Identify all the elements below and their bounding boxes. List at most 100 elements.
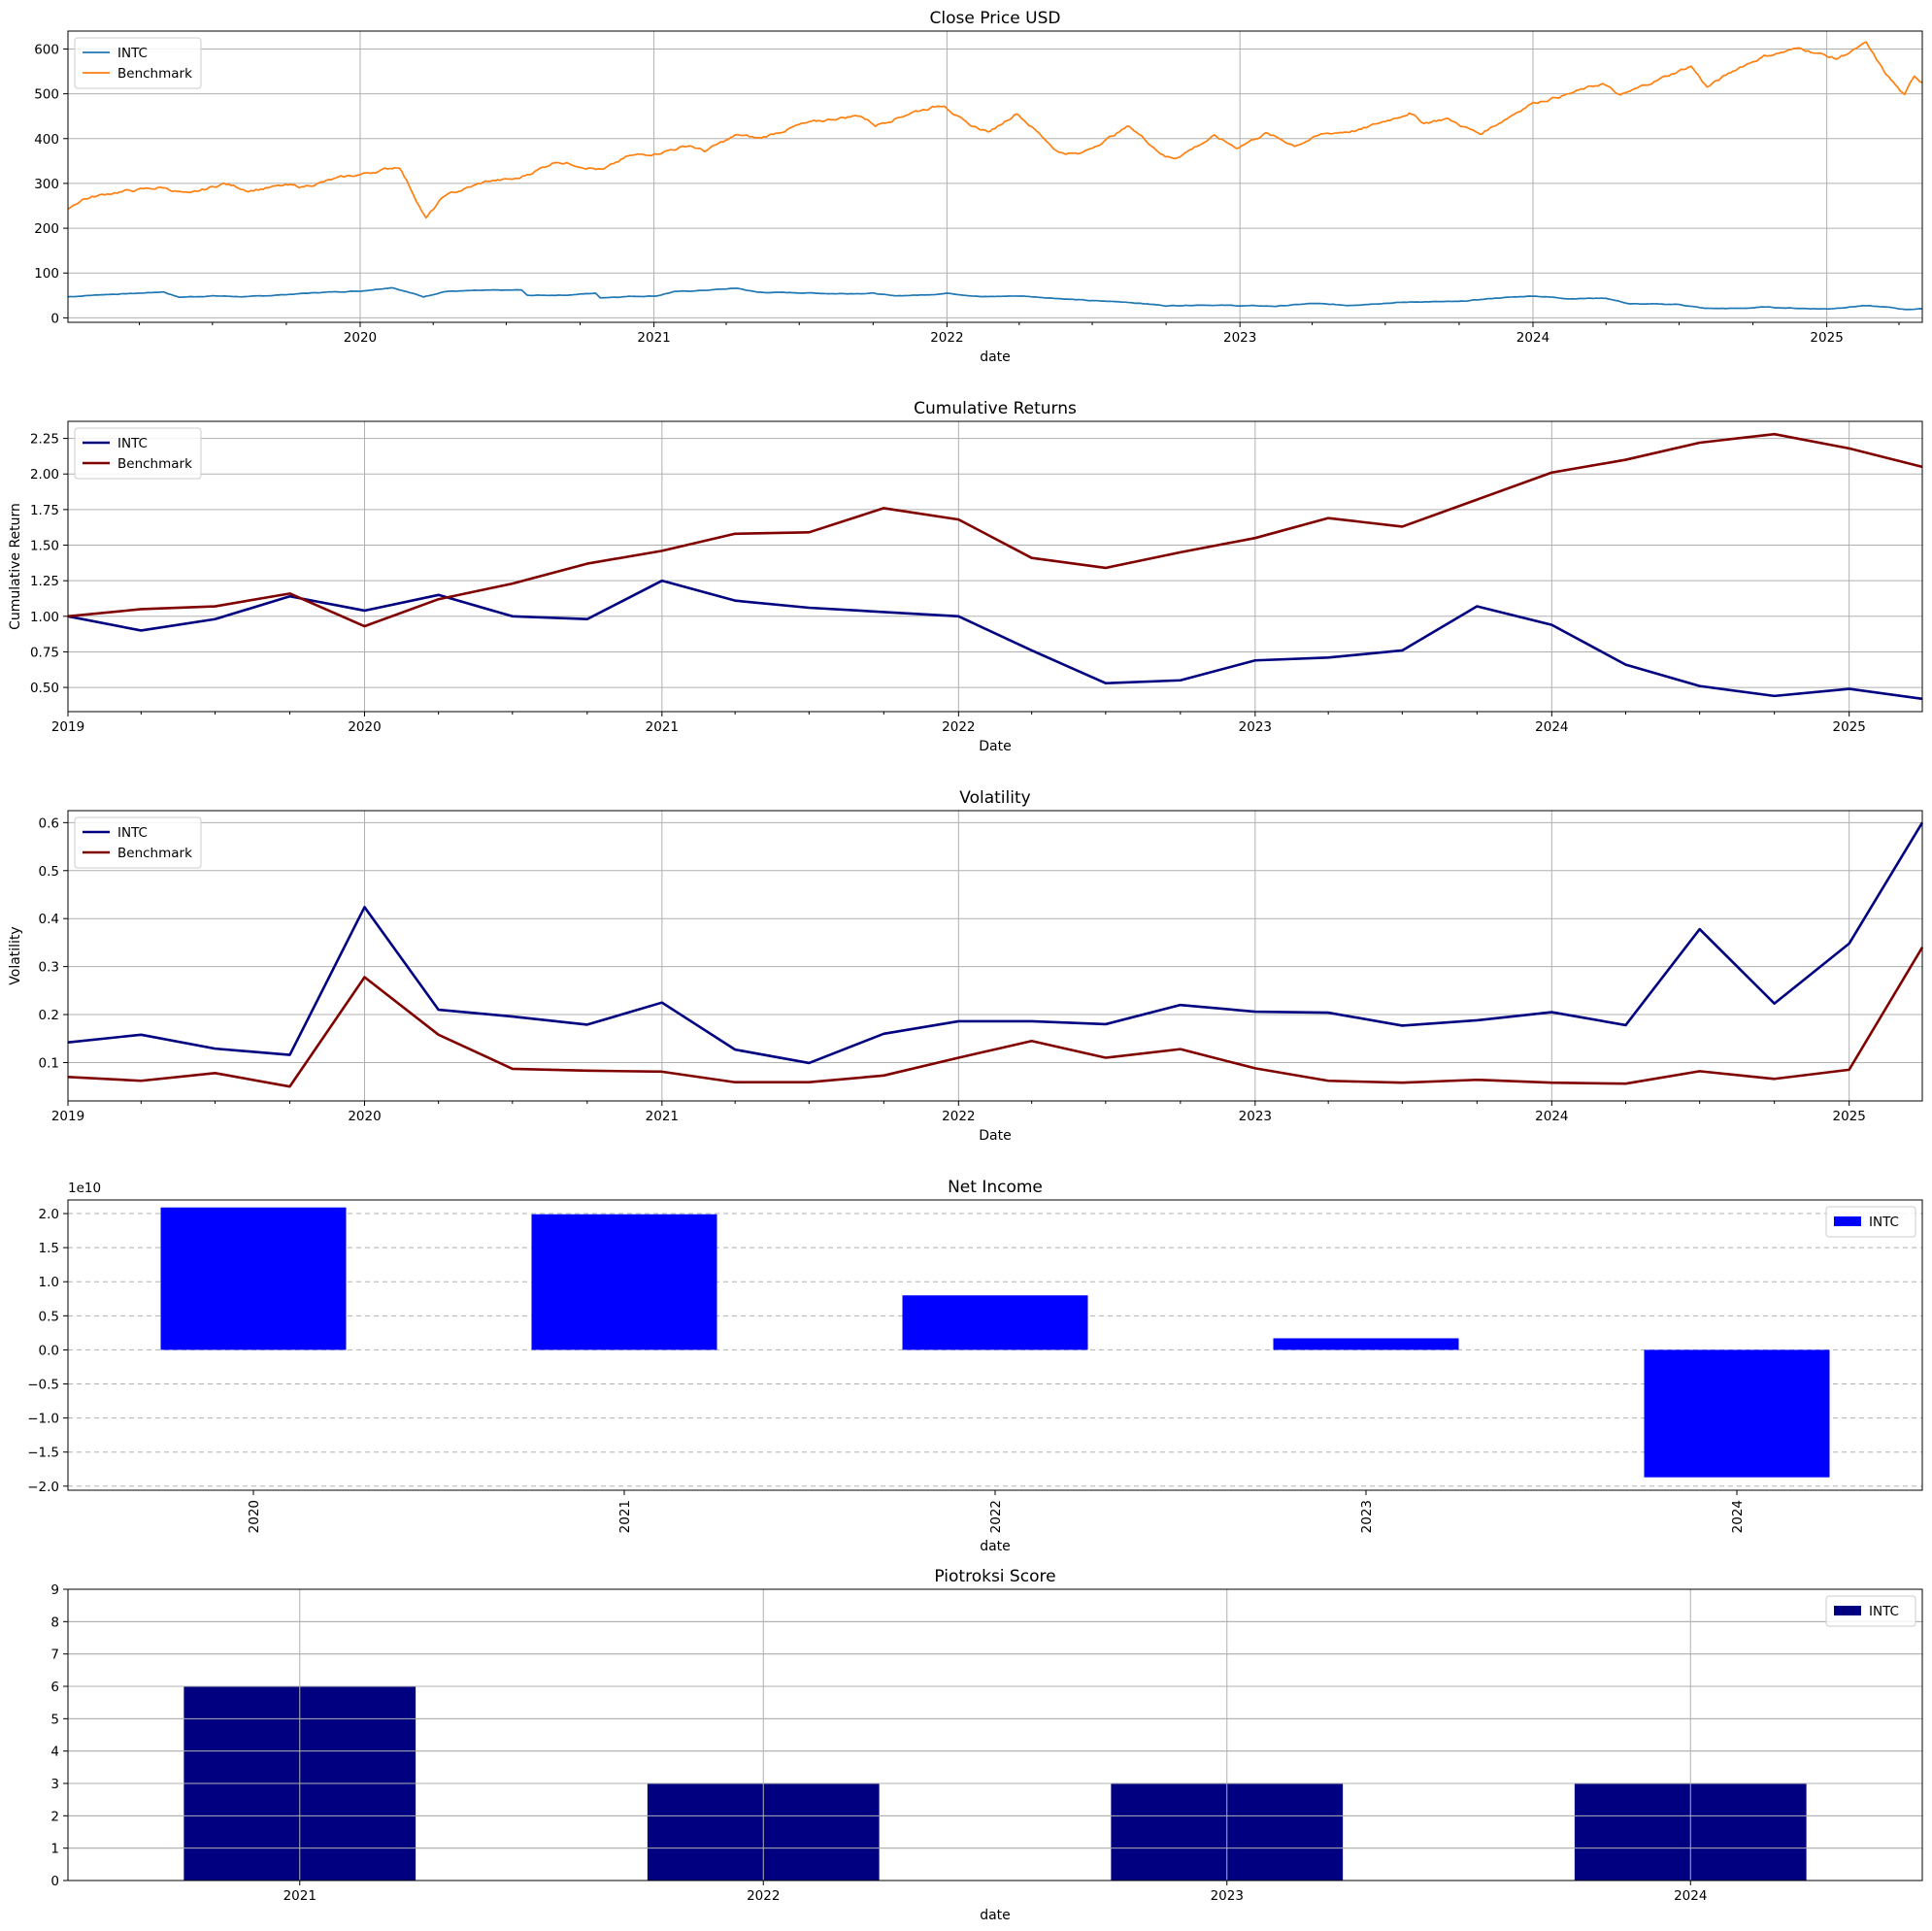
x-tick-label: 2021 xyxy=(646,1109,679,1124)
y-tick-label: 7 xyxy=(50,1648,59,1663)
x-tick-label: 2019 xyxy=(51,719,84,735)
legend-label: INTC xyxy=(1869,1604,1899,1619)
x-tick-label: 2023 xyxy=(1359,1500,1375,1533)
y-tick-label: 1 xyxy=(50,1842,59,1857)
x-tick-label: 2022 xyxy=(930,330,963,346)
y-tick-label: 3 xyxy=(50,1777,59,1792)
net-income-bar xyxy=(1273,1338,1459,1350)
x-tick-label: 2020 xyxy=(247,1500,262,1533)
x-tick-label: 2019 xyxy=(51,1109,84,1124)
y-tick-label: 300 xyxy=(34,177,59,192)
x-axis-label: date xyxy=(980,1908,1011,1923)
x-tick-label: 2024 xyxy=(1535,719,1568,735)
y-tick-label: 400 xyxy=(34,132,59,148)
y-tick-label: 1.50 xyxy=(30,539,59,554)
y-tick-label: 2.00 xyxy=(30,467,59,483)
close-price-chart: 0 100 200 300 400 500 600 2020 2021 2022 2023 2024 2… xyxy=(34,9,1923,365)
piotroski-chart: 0 1 2 3 4 5 6 7 8 9 2021 2022 2023 2024 Piotroksi Scor… xyxy=(50,1567,1923,1923)
y-tick-label: 2.0 xyxy=(39,1207,59,1222)
benchmark-price-line xyxy=(67,41,1923,219)
y-tick-label: 1.75 xyxy=(30,503,59,518)
legend-box xyxy=(74,816,202,869)
legend-swatch xyxy=(1834,1216,1861,1226)
axes-frame xyxy=(67,1588,1923,1881)
legend-box xyxy=(1825,1595,1916,1627)
axes-frame xyxy=(67,810,1923,1102)
net-income-bar xyxy=(902,1295,1088,1350)
chart-title: Cumulative Returns xyxy=(914,399,1077,418)
y-tick-label: 0.5 xyxy=(39,864,59,880)
net-income-bar xyxy=(1644,1349,1830,1478)
legend-label: INTC xyxy=(117,46,148,61)
legend-label: INTC xyxy=(1869,1215,1899,1230)
x-tick-label: 2022 xyxy=(747,1888,780,1904)
x-tick-label: 2023 xyxy=(1223,330,1256,346)
legend-label: Benchmark xyxy=(117,66,192,82)
intc-price-line xyxy=(67,286,1923,311)
chart-title: Volatility xyxy=(959,788,1030,808)
legend-label: INTC xyxy=(117,436,148,451)
y-tick-label: 0.4 xyxy=(39,912,59,927)
x-tick-label: 2025 xyxy=(1832,1109,1865,1124)
legend-box xyxy=(74,37,202,89)
y-tick-label: 0.6 xyxy=(39,816,59,831)
x-tick-label: 2025 xyxy=(1810,330,1843,346)
x-tick-label: 2020 xyxy=(348,719,381,735)
axes-frame xyxy=(67,1199,1923,1491)
y-tick-label: 200 xyxy=(34,221,59,237)
y-tick-label: 5 xyxy=(50,1712,59,1727)
legend-box xyxy=(1825,1206,1916,1238)
y-tick-label: −0.5 xyxy=(27,1378,59,1393)
y-tick-label: 1.25 xyxy=(30,574,59,589)
x-tick-label: 2022 xyxy=(942,719,975,735)
legend-label: INTC xyxy=(117,825,148,841)
y-tick-label: 0.0 xyxy=(39,1343,59,1358)
x-tick-label: 2021 xyxy=(637,330,670,346)
x-tick-label: 2024 xyxy=(1730,1500,1746,1533)
x-tick-label: 2023 xyxy=(1211,1888,1244,1904)
y-tick-label: 6 xyxy=(50,1680,59,1695)
legend-box xyxy=(74,427,202,480)
y-tick-label: 1.0 xyxy=(39,1275,59,1290)
x-tick-label: 2022 xyxy=(988,1500,1004,1533)
x-tick-label: 2023 xyxy=(1239,719,1272,735)
y-tick-label: 0.5 xyxy=(39,1309,59,1324)
legend-swatch xyxy=(1834,1606,1861,1615)
y-tick-label: 600 xyxy=(34,42,59,57)
benchmark-volatility-line xyxy=(67,947,1924,1088)
y-tick-label: 500 xyxy=(34,87,59,103)
y-tick-label: 1.00 xyxy=(30,610,59,625)
x-tick-label: 2021 xyxy=(646,719,679,735)
y-tick-label: 0 xyxy=(50,1874,59,1889)
y-tick-label: −1.5 xyxy=(27,1446,59,1461)
y-tick-label: 0.50 xyxy=(30,681,59,696)
chart-title: Net Income xyxy=(948,1178,1043,1197)
x-axis-label: date xyxy=(980,350,1011,365)
y-tick-label: −2.0 xyxy=(27,1480,59,1495)
y-tick-label: 2.25 xyxy=(30,432,59,448)
x-axis-label: Date xyxy=(979,739,1011,754)
x-axis-label: Date xyxy=(979,1128,1011,1144)
x-tick-label: 2022 xyxy=(942,1109,975,1124)
y-tick-label: 8 xyxy=(50,1615,59,1630)
y-tick-label: 0.75 xyxy=(30,645,59,660)
y-tick-label: 100 xyxy=(34,266,59,282)
y-tick-label: 0.1 xyxy=(39,1055,59,1071)
intc-volatility-line xyxy=(67,821,1924,1065)
y-tick-label: 2 xyxy=(50,1809,59,1824)
y-tick-label: 0 xyxy=(50,311,59,326)
x-tick-label: 2020 xyxy=(344,330,377,346)
x-axis-label: date xyxy=(980,1539,1011,1554)
net-income-bar xyxy=(531,1214,717,1350)
x-tick-label: 2020 xyxy=(348,1109,381,1124)
y-tick-label: 4 xyxy=(50,1745,59,1760)
axes-frame xyxy=(67,420,1923,713)
y-tick-label: −1.0 xyxy=(27,1412,59,1427)
y-axis-label: Cumulative Return xyxy=(8,503,23,630)
y-tick-label: 1.5 xyxy=(39,1241,59,1256)
x-tick-label: 2021 xyxy=(617,1500,633,1533)
axes-frame xyxy=(67,30,1923,323)
y-tick-label: 0.3 xyxy=(39,960,59,976)
x-tick-label: 2021 xyxy=(283,1888,316,1904)
